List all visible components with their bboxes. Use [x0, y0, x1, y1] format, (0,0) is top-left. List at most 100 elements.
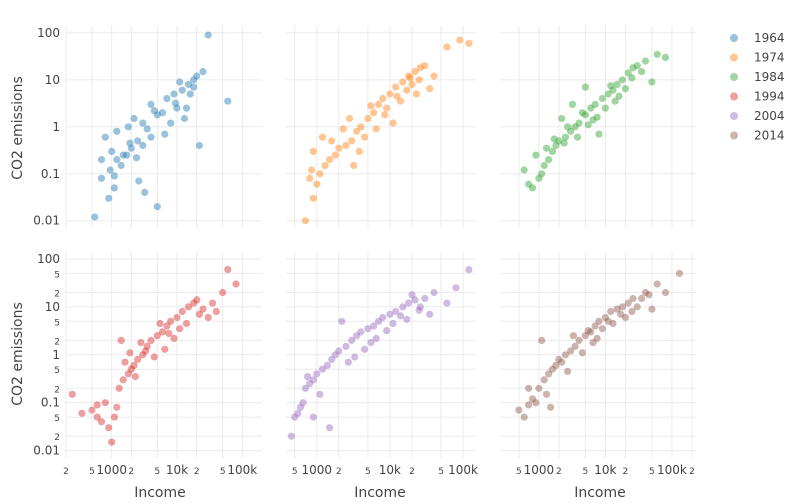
- point-2004[interactable]: [392, 307, 400, 316]
- point-1974[interactable]: [364, 114, 372, 123]
- point-2014[interactable]: [587, 328, 595, 336]
- point-2014[interactable]: [555, 355, 563, 363]
- point-1964[interactable]: [141, 188, 149, 196]
- point-2004[interactable]: [383, 327, 391, 335]
- point-1994[interactable]: [97, 418, 106, 426]
- point-2014[interactable]: [598, 325, 607, 333]
- point-1974[interactable]: [342, 141, 350, 150]
- point-1994[interactable]: [101, 399, 109, 407]
- point-2014[interactable]: [595, 317, 603, 325]
- point-1994[interactable]: [178, 307, 186, 316]
- point-1984[interactable]: [653, 50, 661, 58]
- point-1984[interactable]: [633, 62, 641, 70]
- point-1994[interactable]: [93, 413, 101, 421]
- point-1994[interactable]: [158, 328, 167, 336]
- point-1994[interactable]: [176, 325, 184, 333]
- point-1994[interactable]: [156, 319, 164, 328]
- point-2014[interactable]: [581, 332, 590, 340]
- point-2004[interactable]: [342, 342, 350, 350]
- point-2004[interactable]: [335, 347, 343, 355]
- point-1994[interactable]: [224, 266, 232, 274]
- point-1964[interactable]: [126, 139, 134, 147]
- point-1964[interactable]: [176, 78, 184, 86]
- point-1974[interactable]: [301, 217, 309, 225]
- point-2014[interactable]: [552, 361, 560, 369]
- point-2014[interactable]: [621, 313, 630, 322]
- point-1994[interactable]: [134, 355, 142, 363]
- point-1974[interactable]: [411, 68, 419, 76]
- point-1964[interactable]: [108, 147, 116, 155]
- point-2004[interactable]: [416, 303, 424, 311]
- legend[interactable]: 1964 1974 1984 1994 2004 2014: [730, 31, 785, 143]
- point-1964[interactable]: [190, 76, 198, 84]
- point-1984[interactable]: [571, 123, 579, 131]
- point-1964[interactable]: [134, 137, 142, 145]
- point-2014[interactable]: [645, 291, 653, 299]
- point-2014[interactable]: [653, 280, 661, 288]
- point-2004[interactable]: [415, 306, 423, 314]
- point-1964[interactable]: [147, 133, 155, 141]
- point-1974[interactable]: [405, 72, 413, 80]
- point-1984[interactable]: [555, 137, 563, 145]
- point-1984[interactable]: [550, 135, 558, 143]
- point-1964[interactable]: [224, 97, 232, 105]
- point-1964[interactable]: [193, 72, 201, 80]
- point-2014[interactable]: [609, 319, 617, 328]
- point-1994[interactable]: [131, 373, 139, 381]
- point-1984[interactable]: [628, 74, 636, 82]
- point-2004[interactable]: [361, 345, 369, 353]
- point-1964[interactable]: [123, 151, 131, 159]
- point-2004[interactable]: [287, 432, 295, 440]
- point-2014[interactable]: [569, 332, 578, 340]
- point-1964[interactable]: [153, 111, 161, 119]
- point-1984[interactable]: [618, 76, 627, 84]
- point-2004[interactable]: [306, 380, 314, 388]
- point-2004[interactable]: [309, 413, 317, 421]
- point-1964[interactable]: [139, 119, 147, 127]
- point-1994[interactable]: [115, 384, 123, 392]
- point-1964[interactable]: [119, 151, 127, 159]
- point-1994[interactable]: [153, 332, 161, 340]
- point-1994[interactable]: [110, 413, 118, 421]
- point-2004[interactable]: [304, 373, 312, 381]
- point-1974[interactable]: [353, 127, 361, 135]
- point-2014[interactable]: [547, 403, 555, 411]
- legend-item-2004[interactable]: 2004: [730, 109, 785, 123]
- point-1974[interactable]: [415, 76, 423, 84]
- point-2014[interactable]: [532, 399, 540, 407]
- point-2004[interactable]: [364, 325, 372, 333]
- point-1984[interactable]: [567, 127, 575, 135]
- point-1994[interactable]: [212, 307, 220, 316]
- point-1994[interactable]: [184, 303, 193, 311]
- point-2014[interactable]: [591, 322, 599, 330]
- point-1964[interactable]: [110, 184, 118, 192]
- point-1994[interactable]: [130, 361, 138, 369]
- point-1974[interactable]: [367, 102, 375, 110]
- point-1964[interactable]: [153, 203, 161, 211]
- point-2014[interactable]: [525, 384, 533, 392]
- point-2004[interactable]: [309, 376, 317, 384]
- point-1974[interactable]: [355, 147, 363, 155]
- point-1984[interactable]: [540, 161, 548, 170]
- point-1984[interactable]: [593, 113, 601, 121]
- point-2004[interactable]: [411, 296, 419, 304]
- point-1994[interactable]: [108, 438, 116, 446]
- point-1984[interactable]: [545, 156, 553, 164]
- point-1984[interactable]: [548, 147, 557, 155]
- point-1984[interactable]: [564, 123, 572, 131]
- point-2004[interactable]: [370, 322, 378, 330]
- point-2004[interactable]: [291, 413, 299, 421]
- point-1974[interactable]: [313, 180, 321, 188]
- point-1994[interactable]: [219, 288, 227, 297]
- point-1974[interactable]: [326, 156, 334, 164]
- point-1974[interactable]: [386, 90, 394, 98]
- point-2004[interactable]: [426, 310, 434, 318]
- point-1974[interactable]: [339, 125, 347, 133]
- point-2004[interactable]: [313, 370, 321, 378]
- point-2014[interactable]: [629, 294, 637, 303]
- point-1984[interactable]: [575, 119, 583, 127]
- point-2004[interactable]: [408, 291, 416, 299]
- point-1964[interactable]: [180, 114, 188, 123]
- point-2004[interactable]: [452, 284, 460, 292]
- point-2014[interactable]: [613, 305, 621, 313]
